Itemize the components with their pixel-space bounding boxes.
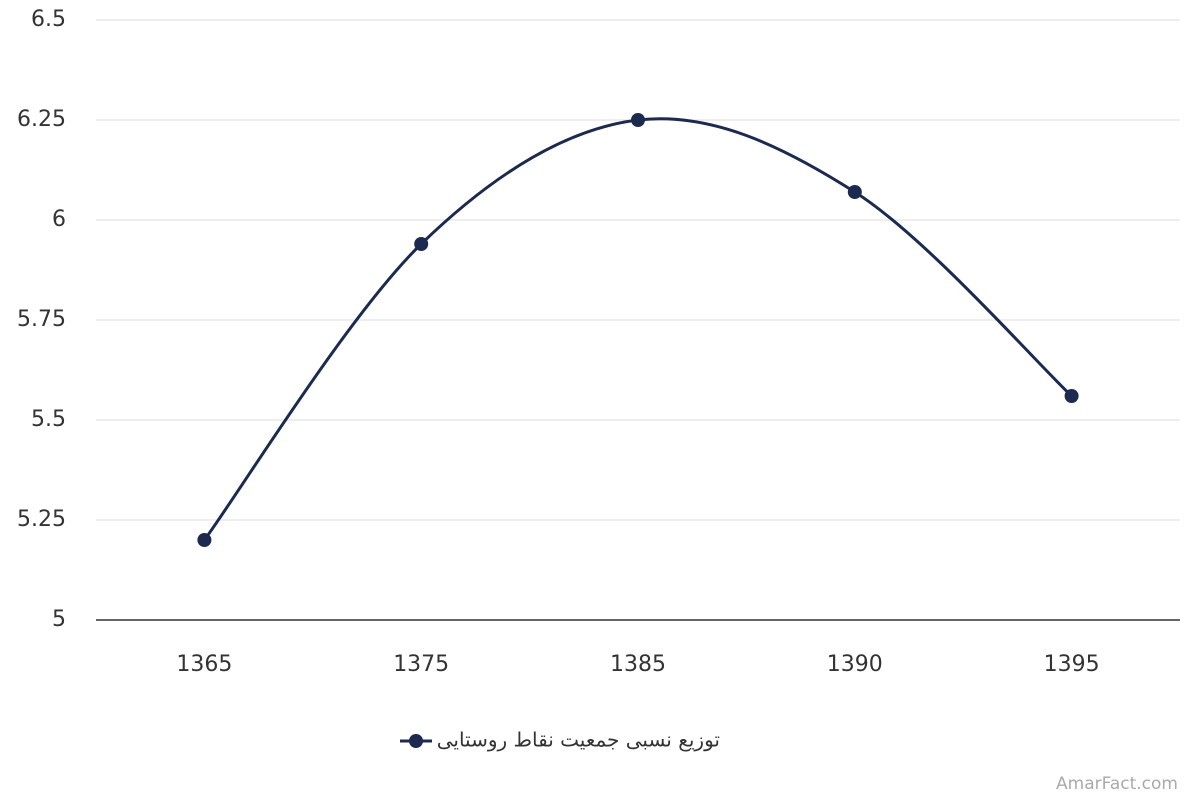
legend-label: توزیع نسبی جمعیت نقاط روستایی (437, 728, 720, 752)
x-tick-label: 1365 (176, 652, 232, 677)
x-tick-label: 1395 (1044, 652, 1100, 677)
point (847, 185, 862, 199)
x-tick-label: 1375 (393, 652, 449, 677)
line (203, 117, 1073, 541)
y-tick-label: 5.75 (17, 307, 66, 332)
y-tick-label: 5.5 (31, 407, 66, 432)
y-tick-label: 6 (52, 207, 66, 232)
y-tick-label: 5 (52, 607, 66, 632)
point (197, 533, 212, 547)
y-tick-label: 5.25 (17, 507, 66, 532)
y-tick-label: 6.25 (17, 107, 66, 132)
point (631, 113, 645, 127)
x-tick-label: 1390 (827, 652, 883, 677)
legend-marker (409, 734, 423, 748)
x-tick-label: 1385 (610, 652, 666, 677)
watermark: AmarFact.com (1056, 774, 1178, 794)
point (414, 237, 429, 251)
point (1064, 389, 1079, 403)
y-tick-label: 6.5 (31, 7, 66, 32)
